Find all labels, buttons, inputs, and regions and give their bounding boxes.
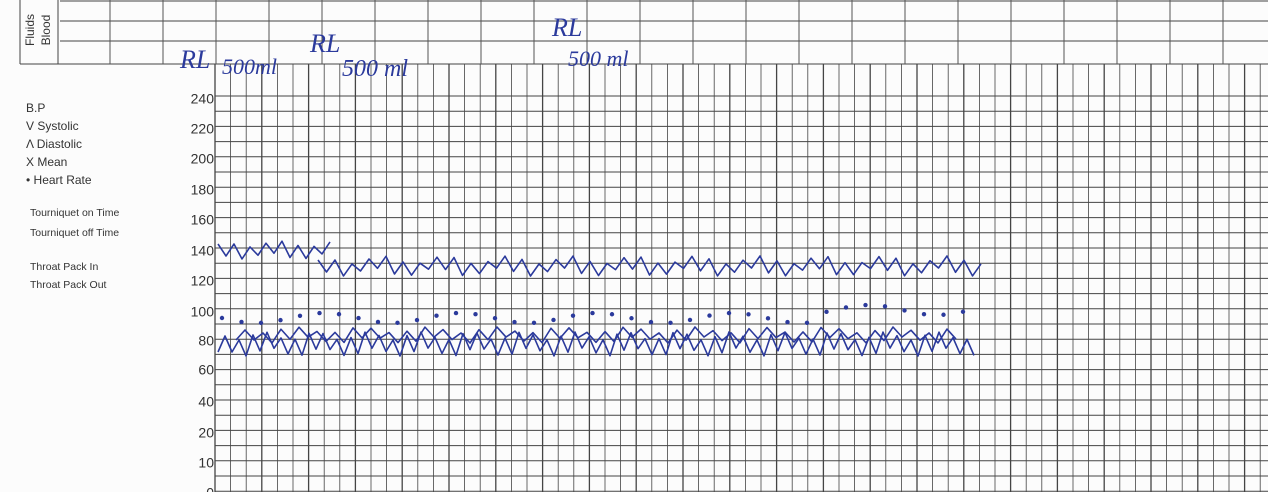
heart-rate-dot (376, 320, 380, 324)
heart-rate-dot (356, 316, 360, 320)
page: Fluids Blood B.P V Systolic Λ Diastolic … (0, 0, 1268, 492)
handwritten-note: RL (309, 29, 340, 58)
heart-rate-dot (766, 316, 770, 320)
heart-rate-dot (454, 311, 458, 315)
heart-rate-dot (883, 304, 887, 308)
heart-rate-dot (590, 311, 594, 315)
heart-rate-dot (473, 312, 477, 316)
heart-rate-dot (317, 311, 321, 315)
heart-rate-dot (844, 305, 848, 309)
row-label: Blood (39, 15, 53, 46)
heart-rate-dot (571, 313, 575, 317)
y-scale-label: 10 (198, 455, 214, 471)
heart-rate-dot (395, 321, 399, 325)
heart-rate-dot (824, 310, 828, 314)
event-label: Throat Pack Out (30, 279, 107, 291)
y-scale-label: 200 (191, 151, 215, 167)
heart-rate-dot (727, 311, 731, 315)
heart-rate-dot (512, 320, 516, 324)
legend-item: V Systolic (26, 119, 79, 133)
heart-rate-dot (239, 320, 243, 324)
mean-trace (236, 327, 956, 343)
y-scale-label: 240 (191, 91, 215, 107)
handwritten-note: RL (179, 45, 210, 74)
handwritten-note: 500 ml (568, 46, 629, 71)
heart-rate-dot (688, 318, 692, 322)
heart-rate-dot (278, 318, 282, 322)
heart-rate-dot (961, 310, 965, 314)
heart-rate-dot (941, 313, 945, 317)
heart-rate-dot (746, 312, 750, 316)
heart-rate-dot (785, 320, 789, 324)
legend-item: X Mean (26, 155, 67, 169)
event-label: Throat Pack In (30, 261, 98, 273)
heart-rate-dot (532, 321, 536, 325)
heart-rate-dot (415, 318, 419, 322)
event-label: Tourniquet on Time (30, 207, 119, 219)
legend-item: • Heart Rate (26, 173, 92, 187)
y-scale-label: 160 (191, 212, 215, 228)
y-scale: 24022020018016014012010080604020100 (191, 91, 215, 492)
handwritten-note: 500ml (222, 54, 277, 79)
anesthesia-chart: Fluids Blood B.P V Systolic Λ Diastolic … (0, 0, 1268, 492)
heart-rate-dot (902, 308, 906, 312)
heart-rate-dot (863, 303, 867, 307)
heart-rate-dot (629, 316, 633, 320)
legend-item: Λ Diastolic (26, 137, 82, 151)
heart-rate-dot (610, 312, 614, 316)
heart-rate-dot (298, 314, 302, 318)
heart-rate-dot (434, 314, 438, 318)
heart-rate-dot (337, 312, 341, 316)
heart-rate-dot (220, 316, 224, 320)
heart-rate-dot (551, 318, 555, 322)
y-scale-label: 40 (198, 394, 214, 410)
y-scale-label: 100 (191, 304, 215, 320)
handwritten-note: 500 ml (342, 56, 408, 82)
heart-rate-dot (649, 320, 653, 324)
handwritten-note: RL (551, 13, 582, 42)
y-scale-label: 20 (198, 425, 214, 441)
heart-rate-dot (668, 321, 672, 325)
y-scale-label: 180 (191, 182, 215, 198)
y-scale-label: 120 (191, 273, 215, 289)
y-scale-label: 0 (206, 485, 214, 492)
heart-rate-dot (259, 321, 263, 325)
heart-rate-dot (922, 312, 926, 316)
heart-rate-dot (493, 316, 497, 320)
systolic-trace (218, 241, 330, 259)
y-scale-label: 220 (191, 121, 215, 137)
y-scale-label: 140 (191, 243, 215, 259)
heart-rate-dot (707, 313, 711, 317)
legend-item: B.P (26, 101, 45, 115)
event-label: Tourniquet off Time (30, 227, 119, 239)
y-scale-label: 80 (198, 333, 214, 349)
row-label: Fluids (23, 14, 37, 46)
heart-rate-dot (805, 321, 809, 325)
y-scale-label: 60 (198, 362, 214, 378)
